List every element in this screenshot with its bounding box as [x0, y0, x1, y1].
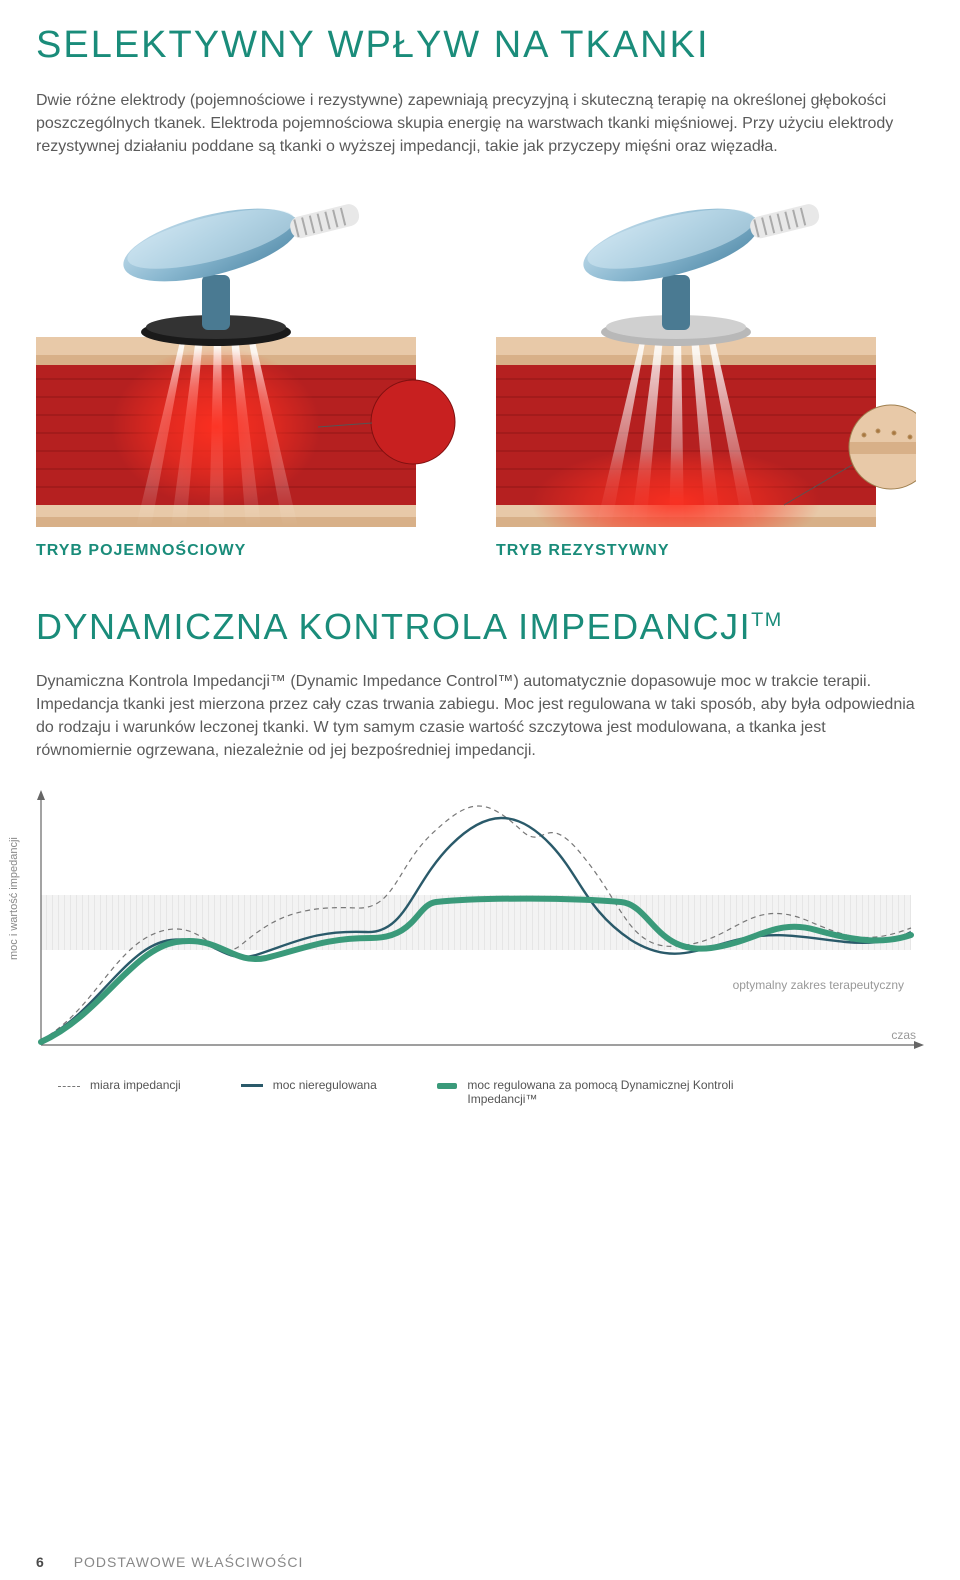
line-thin-icon: [241, 1084, 263, 1087]
legend-reg-label: moc regulowana za pomocą Dynamicznej Kon…: [467, 1078, 736, 1106]
legend-impedance: miara impedancji: [58, 1078, 181, 1092]
chart-svg: [16, 790, 926, 1060]
section1-text: Dwie różne elektrody (pojemnościowe i re…: [36, 89, 924, 159]
section2-text: Dynamiczna Kontrola Impedancji™ (Dynamic…: [36, 670, 924, 763]
zone-label: optymalny zakres terapeutyczny: [733, 978, 904, 992]
chart-legend: miara impedancji moc nieregulowana moc r…: [58, 1078, 924, 1106]
section2-title-main: DYNAMICZNA KONTROLA IMPEDANCJI: [36, 606, 751, 647]
section2-title: DYNAMICZNA KONTROLA IMPEDANCJITM: [36, 606, 924, 648]
capacitive-diagram: TRYB POJEMNOŚCIOWY: [36, 187, 456, 560]
footer-section: PODSTAWOWE WŁAŚCIWOŚCI: [74, 1554, 304, 1570]
resistive-svg: [496, 187, 916, 527]
chart-ylabel: moc i wartość impedancji: [8, 837, 20, 960]
page-footer: 6 PODSTAWOWE WŁAŚCIWOŚCI: [36, 1554, 303, 1570]
legend-unreg-label: moc nieregulowana: [273, 1078, 377, 1092]
impedance-chart: moc i wartość impedancji optymalny zakre…: [16, 790, 924, 1060]
mode-diagrams: TRYB POJEMNOŚCIOWY: [36, 187, 924, 560]
tm-mark: TM: [751, 609, 783, 631]
legend-unregulated: moc nieregulowana: [241, 1078, 377, 1092]
mode-right-label: TRYB REZYSTYWNY: [496, 542, 916, 560]
legend-dash-label: miara impedancji: [90, 1078, 181, 1092]
line-thick-icon: [437, 1083, 458, 1089]
section1-title: SELEKTYWNY WPŁYW NA TKANKI: [36, 24, 924, 67]
dash-icon: [58, 1086, 80, 1087]
legend-regulated: moc regulowana za pomocą Dynamicznej Kon…: [437, 1078, 737, 1106]
page-number: 6: [36, 1554, 45, 1570]
chart-xlabel: czas: [891, 1028, 916, 1042]
resistive-diagram: TRYB REZYSTYWNY: [496, 187, 916, 560]
capacitive-svg: [36, 187, 456, 527]
mode-left-label: TRYB POJEMNOŚCIOWY: [36, 542, 456, 560]
